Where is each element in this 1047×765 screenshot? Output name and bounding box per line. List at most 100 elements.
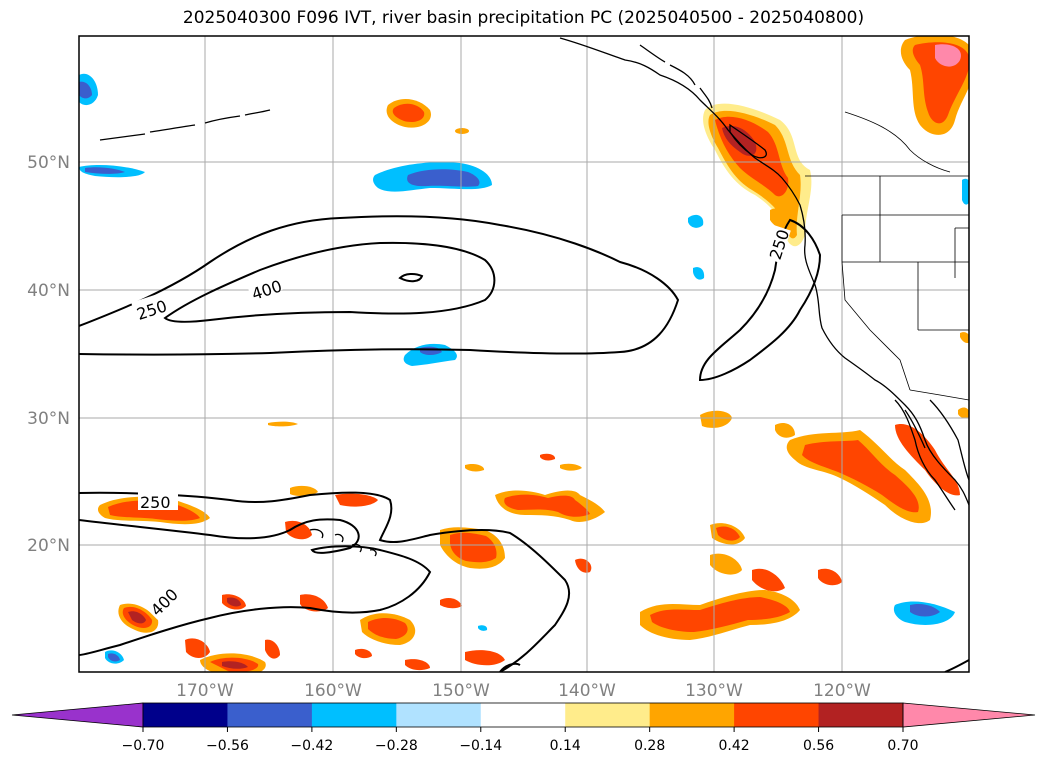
colorbar-segment bbox=[396, 703, 482, 727]
coastline-hawaii bbox=[309, 528, 377, 557]
coastline-aleutians bbox=[99, 109, 271, 141]
lat-label: 40°N bbox=[27, 281, 70, 301]
ivt-contour-250-north bbox=[79, 215, 680, 356]
precip-blob bbox=[960, 332, 969, 344]
precip-blob bbox=[958, 407, 969, 419]
precip-blob bbox=[227, 597, 241, 607]
precip-blob bbox=[405, 659, 430, 671]
precip-blob bbox=[392, 103, 425, 122]
precip-blob bbox=[265, 639, 280, 659]
coastline-baja bbox=[894, 399, 956, 511]
border-states bbox=[841, 176, 969, 331]
precip-blob-negative bbox=[79, 81, 92, 99]
ivt-contour-250-east bbox=[698, 218, 822, 382]
colorbar-tick-label: −0.70 bbox=[122, 738, 165, 754]
precip-blob-negative bbox=[688, 214, 704, 228]
precip-blob bbox=[355, 648, 372, 659]
colorbar-tick-label: 0.42 bbox=[719, 738, 750, 754]
lon-label: 160°W bbox=[304, 681, 362, 701]
lon-label: 170°W bbox=[176, 681, 234, 701]
colorbar-tick-label: 0.70 bbox=[887, 738, 918, 754]
political-borders bbox=[805, 111, 969, 401]
colorbar-segment bbox=[143, 703, 228, 727]
colorbar-tick-label: 0.14 bbox=[550, 738, 581, 754]
precip-blob bbox=[560, 463, 582, 471]
precip-blob bbox=[700, 410, 732, 428]
precip-blob bbox=[290, 485, 318, 497]
ivt-contours bbox=[79, 215, 969, 672]
colorbar-segment bbox=[227, 703, 313, 727]
ivt-contour-bottom-dip bbox=[499, 662, 521, 672]
precip-blob-negative bbox=[910, 603, 940, 617]
precip-blob bbox=[504, 494, 590, 517]
precip-blob-negative bbox=[85, 167, 125, 174]
coastline-mainland-mexico bbox=[929, 399, 969, 481]
plot-frame bbox=[78, 35, 970, 673]
precip-positive-shading bbox=[97, 36, 969, 672]
precip-blob bbox=[128, 611, 146, 624]
precip-blob bbox=[465, 650, 505, 666]
precip-blob bbox=[716, 526, 740, 541]
border-california bbox=[841, 261, 911, 391]
precip-blob bbox=[935, 44, 961, 67]
gridlines bbox=[79, 36, 969, 672]
lat-label: 50°N bbox=[27, 153, 70, 173]
lon-label: 150°W bbox=[432, 681, 490, 701]
colorbar-tick-label: −0.56 bbox=[206, 738, 249, 754]
coastline-north-america bbox=[559, 37, 969, 506]
precip-blob bbox=[335, 493, 378, 507]
precip-blob bbox=[770, 208, 790, 229]
colorbar-tick-label: 0.28 bbox=[634, 738, 665, 754]
precip-blob bbox=[710, 553, 742, 575]
colorbar-tick-label: 0.56 bbox=[803, 738, 834, 754]
border-canada-internal bbox=[844, 111, 951, 173]
colorbar-under-arrow bbox=[11, 702, 144, 728]
precip-blob bbox=[650, 597, 790, 632]
lat-label: 30°N bbox=[27, 409, 70, 429]
colorbar-tick-label: −0.28 bbox=[375, 738, 418, 754]
map-title: 2025040300 F096 IVT, river basin precipi… bbox=[182, 8, 865, 28]
colorbar-segment bbox=[818, 703, 904, 727]
colorbar-over-arrow bbox=[902, 702, 1036, 728]
colorbar-tick-label: −0.14 bbox=[459, 738, 502, 754]
colorbar-segment bbox=[649, 703, 735, 727]
precip-blob bbox=[752, 568, 785, 592]
precip-blob bbox=[455, 128, 469, 134]
ivt-contour-400-small bbox=[398, 272, 424, 283]
precip-blob bbox=[185, 638, 210, 658]
lon-label: 120°W bbox=[813, 681, 871, 701]
coastline-islands-north bbox=[639, 44, 713, 109]
precip-blob-negative bbox=[962, 178, 969, 205]
precip-blob-negative bbox=[478, 625, 488, 631]
precip-blob-negative bbox=[108, 653, 120, 662]
colorbar-segment bbox=[734, 703, 820, 727]
ivt-contour-400-south bbox=[79, 518, 432, 656]
lat-label: 20°N bbox=[27, 536, 70, 556]
colorbar-segment bbox=[480, 703, 566, 727]
colorbar-segment bbox=[565, 703, 651, 727]
precip-blob bbox=[222, 661, 248, 669]
colorbar-segment bbox=[311, 703, 397, 727]
precip-blob bbox=[450, 532, 497, 563]
contour-label: 250 bbox=[140, 493, 171, 512]
precip-blob bbox=[440, 597, 462, 609]
precip-blob bbox=[465, 463, 485, 472]
precip-blob-negative bbox=[693, 267, 705, 280]
precip-blob bbox=[802, 440, 919, 513]
ivt-contour-250-south bbox=[79, 491, 571, 672]
colorbar: −0.70 −0.56 −0.42 −0.28 −0.14 0.14 0.28 0.42 0.5… bbox=[11, 702, 1036, 754]
coastlines bbox=[99, 37, 969, 557]
coastline-vancouver-island bbox=[729, 123, 767, 159]
precip-blob bbox=[368, 617, 408, 639]
lon-label: 130°W bbox=[685, 681, 743, 701]
precip-blob bbox=[818, 568, 842, 586]
precip-blob bbox=[285, 520, 312, 540]
precip-blob bbox=[895, 424, 960, 496]
border-us-mexico bbox=[909, 389, 969, 401]
precip-blob bbox=[268, 421, 298, 427]
colorbar-tick-label: −0.42 bbox=[290, 738, 333, 754]
precip-blob bbox=[775, 423, 795, 438]
precip-blob bbox=[540, 453, 556, 461]
ivt-contour-400-north bbox=[163, 241, 496, 323]
